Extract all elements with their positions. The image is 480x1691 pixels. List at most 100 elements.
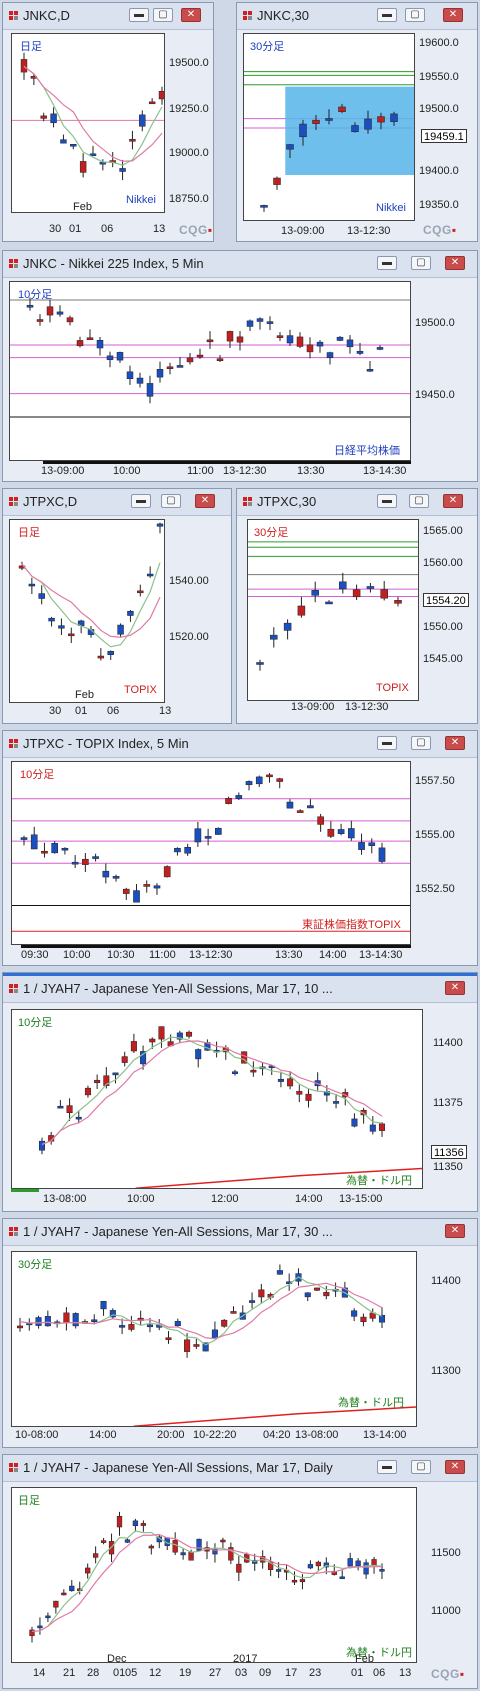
chart-window-jtpxc-5min[interactable]: JTPXC - TOPIX Index, 5 Min ▬ ▢ ✕ 10分足 東証…: [2, 730, 478, 966]
moving-average-line: [31, 1533, 383, 1633]
moving-average-line: [21, 563, 161, 638]
minimize-button[interactable]: ▬: [129, 8, 149, 22]
chart-plot-area[interactable]: 日足 Nikkei: [11, 33, 165, 213]
x-tick-label: 28: [87, 1667, 100, 1679]
chart-window-jtpxc-daily[interactable]: JTPXC,D ▬ ▢ ✕ 日足 TOPIX 1540.00 1520.00 F…: [2, 488, 232, 724]
x-tick-label: 14:00: [295, 1193, 323, 1205]
close-button[interactable]: ✕: [445, 1460, 465, 1474]
chart-window-jyah7-30min[interactable]: 1 / JYAH7 - Japanese Yen-All Sessions, M…: [2, 1218, 478, 1448]
close-button[interactable]: ✕: [181, 8, 201, 22]
candlestick-chart: [244, 71, 414, 212]
close-button[interactable]: ✕: [445, 736, 465, 750]
chart-plot-area[interactable]: 10分足 東証株価指数TOPIX: [11, 761, 411, 945]
candle-body: [306, 344, 314, 353]
close-button[interactable]: ✕: [445, 981, 465, 995]
close-button[interactable]: ✕: [195, 494, 215, 508]
candle-body: [38, 1140, 46, 1151]
candle-body: [61, 1592, 67, 1596]
y-tick-label: 19000.0: [169, 147, 209, 159]
close-button[interactable]: ✕: [445, 1224, 465, 1238]
close-button[interactable]: ✕: [445, 256, 465, 270]
candle-body: [369, 1124, 376, 1132]
chart-plot-area[interactable]: 30分足 TOPIX: [247, 519, 419, 701]
candlestick-chart: [12, 52, 164, 181]
window-title: 1 / JYAH7 - Japanese Yen-All Sessions, M…: [23, 1460, 333, 1475]
candle-body: [325, 601, 333, 605]
title-bar[interactable]: JNKC - Nikkei 225 Index, 5 Min ▬ ▢ ✕: [3, 251, 477, 278]
x-tick-label: 10-08:00: [15, 1429, 59, 1441]
x-tick-label: 13-09:00: [291, 701, 335, 713]
chart-plot-area[interactable]: 10分足 日経平均株価: [9, 281, 411, 461]
cqg-app-icon: [243, 11, 252, 20]
title-bar[interactable]: 1 / JYAH7 - Japanese Yen-All Sessions, M…: [3, 1219, 477, 1246]
chart-window-jnkc-5min[interactable]: JNKC - Nikkei 225 Index, 5 Min ▬ ▢ ✕ 10分…: [2, 250, 478, 482]
chart-plot-area[interactable]: 日足 為替・ドル円: [11, 1487, 417, 1663]
candle-body: [119, 1325, 126, 1328]
close-button[interactable]: ✕: [443, 8, 463, 22]
title-bar[interactable]: JNKC,30 ▬ ▢ ✕: [237, 3, 477, 30]
candle-body: [186, 1031, 193, 1037]
title-bar[interactable]: 1 / JYAH7 - Japanese Yen-All Sessions, M…: [3, 973, 477, 1003]
maximize-button[interactable]: ▢: [411, 1460, 431, 1474]
minimize-button[interactable]: ▬: [377, 494, 397, 508]
close-button[interactable]: ✕: [443, 494, 463, 508]
candle-body: [158, 91, 164, 100]
candle-body: [346, 339, 354, 348]
instrument-watermark: 為替・ドル円: [346, 1647, 412, 1659]
title-bar[interactable]: JTPXC,30 ▬ ▢ ✕: [237, 489, 477, 516]
candle-body: [103, 1075, 110, 1086]
title-bar[interactable]: JNKC,D ▬ ▢ ✕: [3, 3, 213, 30]
chart-window-jnkc-30min[interactable]: JNKC,30 ▬ ▢ ✕ 30分足 Nikkei 19600.0 19550.…: [236, 2, 478, 242]
chart-plot-area[interactable]: 30分足 Nikkei: [243, 33, 415, 221]
minimize-button[interactable]: ▬: [377, 1460, 397, 1474]
last-price-tag: 19459.1: [421, 129, 467, 143]
moving-average-line: [41, 1040, 383, 1145]
chart-plot-area[interactable]: 30分足 為替・ドル円: [11, 1251, 417, 1427]
moving-average-line: [21, 562, 161, 648]
cqg-app-icon: [243, 497, 252, 506]
cqg-app-icon: [9, 259, 18, 268]
x-tick-label: 09: [259, 1667, 272, 1679]
candle-body: [53, 1600, 59, 1608]
candle-body: [116, 1515, 123, 1528]
minimize-button[interactable]: ▬: [377, 736, 397, 750]
y-tick-label: 19600.0: [419, 37, 459, 49]
candle-body: [72, 1313, 79, 1327]
x-tick-label: 14:00: [89, 1429, 117, 1441]
last-price-tag: 1554.20: [423, 593, 469, 607]
period-label: 30分足: [250, 41, 285, 53]
maximize-button[interactable]: ▢: [153, 8, 173, 22]
minimize-button[interactable]: ▬: [377, 8, 397, 22]
chart-window-jnkc-daily[interactable]: JNKC,D ▬ ▢ ✕ 日足 Nikkei 19500.0 19250.0 1…: [2, 2, 214, 242]
candle-body: [41, 850, 48, 854]
window-title: JNKC - Nikkei 225 Index, 5 Min: [23, 256, 204, 271]
maximize-button[interactable]: ▢: [411, 736, 431, 750]
chart-window-jtpxc-30min[interactable]: JTPXC,30 ▬ ▢ ✕ 30分足 TOPIX 1565.00 1560.0…: [236, 488, 478, 724]
chart-window-jyah7-10min[interactable]: 1 / JYAH7 - Japanese Yen-All Sessions, M…: [2, 972, 478, 1212]
chart-plot-area[interactable]: 日足 TOPIX: [9, 519, 165, 703]
chart-window-jyah7-daily[interactable]: 1 / JYAH7 - Japanese Yen-All Sessions, M…: [2, 1454, 478, 1689]
maximize-button[interactable]: ▢: [161, 494, 181, 508]
maximize-button[interactable]: ▢: [405, 8, 425, 22]
candle-body: [338, 106, 346, 112]
candle-body: [299, 123, 307, 138]
candle-body: [128, 1324, 135, 1330]
long-moving-average-line: [135, 1167, 422, 1188]
candle-body: [312, 119, 320, 124]
candle-body: [297, 605, 306, 616]
maximize-button[interactable]: ▢: [409, 494, 429, 508]
x-tick-label: 10:00: [113, 465, 141, 477]
minimize-button[interactable]: ▬: [131, 494, 151, 508]
minimize-button[interactable]: ▬: [377, 256, 397, 270]
maximize-button[interactable]: ▢: [411, 256, 431, 270]
chart-plot-area[interactable]: 10分足 為替・ドル円: [11, 1009, 423, 1189]
y-tick-label: 11400: [433, 1037, 463, 1049]
period-label: 30分足: [18, 1259, 53, 1271]
title-bar[interactable]: 1 / JYAH7 - Japanese Yen-All Sessions, M…: [3, 1455, 477, 1482]
y-tick-label: 19350.0: [419, 199, 459, 211]
x-tick-label: 13-12:30: [345, 701, 389, 713]
candle-body: [82, 858, 89, 865]
title-bar[interactable]: JTPXC - TOPIX Index, 5 Min ▬ ▢ ✕: [3, 731, 477, 758]
title-bar[interactable]: JTPXC,D ▬ ▢ ✕: [3, 489, 231, 516]
instrument-watermark: TOPIX: [124, 684, 157, 696]
